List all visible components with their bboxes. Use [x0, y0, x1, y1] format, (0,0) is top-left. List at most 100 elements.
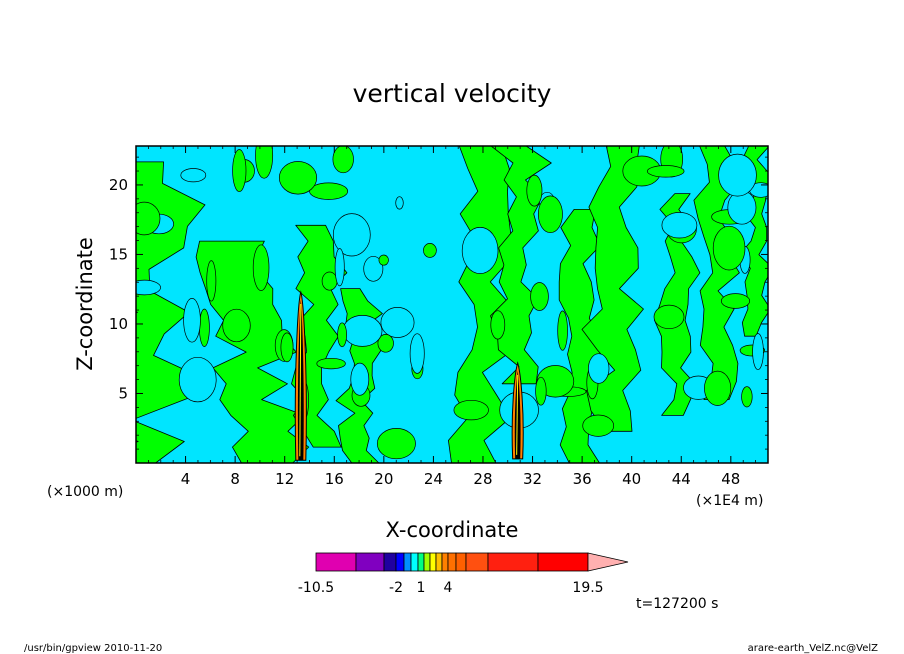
contour-blob-69 [350, 362, 370, 396]
contour-blob-64 [646, 165, 685, 178]
contour-blob-6 [363, 255, 384, 282]
contour-blob-2 [423, 243, 437, 258]
colorbar-extend-arrow [587, 552, 629, 572]
colorbar-swatch-12 [455, 552, 467, 572]
x-tick-label-10: 44 [672, 470, 691, 488]
time-label: t=127200 s [636, 596, 718, 612]
contour-blob-56 [232, 149, 247, 193]
x-tick-label-1: 8 [230, 470, 240, 488]
x-tick-label-2: 12 [275, 470, 294, 488]
contour-blob-0 [380, 307, 415, 338]
colorbar-swatch-3 [395, 552, 405, 572]
colorbar-tick-label-0: -10.5 [298, 580, 334, 596]
colorbar-swatch-1 [355, 552, 385, 572]
contour-blob-5 [222, 308, 251, 343]
contour-blob-66 [718, 153, 757, 197]
x-tick-label-0: 4 [181, 470, 191, 488]
x-tick-label-8: 36 [573, 470, 592, 488]
colorbar-swatch-10 [441, 552, 449, 572]
contour-field [136, 146, 768, 463]
colorbar-tick-label-1: -2 [389, 580, 403, 596]
colorbar-swatch-9 [435, 552, 443, 572]
chart-title: vertical velocity [353, 79, 552, 108]
colorbar-swatch-2 [383, 552, 397, 572]
contour-blob-52 [535, 376, 547, 406]
contour-blob-65 [537, 195, 563, 234]
x-unit-left: (×1000 m) [47, 484, 123, 500]
contour-blob-26 [653, 304, 685, 330]
contour-blob-34 [378, 254, 389, 266]
contour-blob-7 [376, 428, 416, 460]
contour-blob-44 [741, 386, 753, 408]
plot-frame [135, 145, 769, 464]
colorbar-swatch-6 [417, 552, 425, 572]
contour-blob-47 [309, 182, 349, 200]
y-axis: 5 10 15 20 [109, 156, 768, 450]
contour-blob-68 [557, 310, 568, 351]
x-tick-label-4: 20 [374, 470, 393, 488]
x-unit-right: (×1E4 m) [696, 493, 763, 509]
plot-area [135, 145, 769, 464]
contour-blob-50 [712, 225, 746, 271]
updraft-cores [294, 290, 524, 461]
contour-blob-63 [752, 333, 764, 371]
colorbar-swatch-15 [537, 552, 589, 572]
positive-region-4 [448, 146, 514, 463]
footer-right: arare-earth_VelZ.nc@VelZ [748, 643, 879, 654]
x-tick-label-6: 28 [473, 470, 492, 488]
contour-blob-21 [342, 315, 383, 347]
contour-blob-40 [720, 293, 751, 309]
contour-blob-32 [199, 308, 210, 347]
y-tick-label-2: 15 [109, 245, 128, 263]
positive-region-9 [693, 146, 741, 400]
x-tick-label-11: 48 [721, 470, 740, 488]
updraft-center-line-1 [516, 374, 519, 455]
contour-blob-60 [178, 356, 217, 403]
x-tick-label-9: 40 [622, 470, 641, 488]
contour-blob-45 [409, 333, 425, 374]
colorbar-swatch-7 [423, 552, 431, 572]
contour-blob-4 [316, 357, 346, 370]
x-axis-label: X-coordinate [386, 518, 519, 542]
colorbar-swatch-0 [315, 552, 357, 572]
contour-blob-67 [582, 414, 615, 437]
y-tick-label-0: 5 [118, 384, 128, 402]
y-tick-label-3: 20 [109, 176, 128, 194]
contour-blob-14 [321, 271, 338, 291]
colorbar-tick-label-3: 4 [444, 580, 453, 596]
x-tick-label-7: 32 [523, 470, 542, 488]
colorbar-tick-label-4: 19.5 [572, 580, 603, 596]
contour-blob-54 [588, 353, 610, 384]
colorbar-swatch-5 [410, 552, 419, 572]
colorbar-tick-label-2: 1 [417, 580, 426, 596]
contour-blob-20 [377, 334, 394, 353]
contour-blob-33 [395, 196, 404, 210]
contour-blob-61 [136, 201, 161, 236]
colorbar-swatch-8 [429, 552, 437, 572]
contour-blob-27 [661, 212, 698, 239]
positive-region-7 [581, 146, 644, 432]
y-tick-label-1: 10 [109, 315, 128, 333]
colorbar-swatch-14 [487, 552, 539, 572]
contour-blob-62 [526, 174, 543, 207]
contour-blob-36 [180, 168, 207, 183]
contour-blob-16 [252, 244, 270, 291]
contour-blob-31 [280, 332, 294, 363]
positive-region-1 [195, 240, 310, 463]
contour-blob-35 [337, 322, 347, 348]
x-tick-label-5: 24 [424, 470, 443, 488]
contour-blob-9 [332, 213, 371, 257]
colorbar-swatch-4 [403, 552, 412, 572]
colorbar-swatch-11 [447, 552, 457, 572]
contour-blob-46 [530, 282, 549, 311]
colorbar-swatch-13 [465, 552, 489, 572]
contour-blob-42 [334, 248, 345, 287]
contour-blob-8 [206, 260, 217, 302]
contour-blob-59 [704, 370, 732, 406]
positive-region-8 [654, 193, 701, 416]
y-axis-label: Z-coordinate [73, 237, 97, 371]
contour-blob-41 [332, 146, 354, 174]
contour-blob-37 [255, 146, 274, 179]
contour-blob-58 [453, 399, 489, 421]
